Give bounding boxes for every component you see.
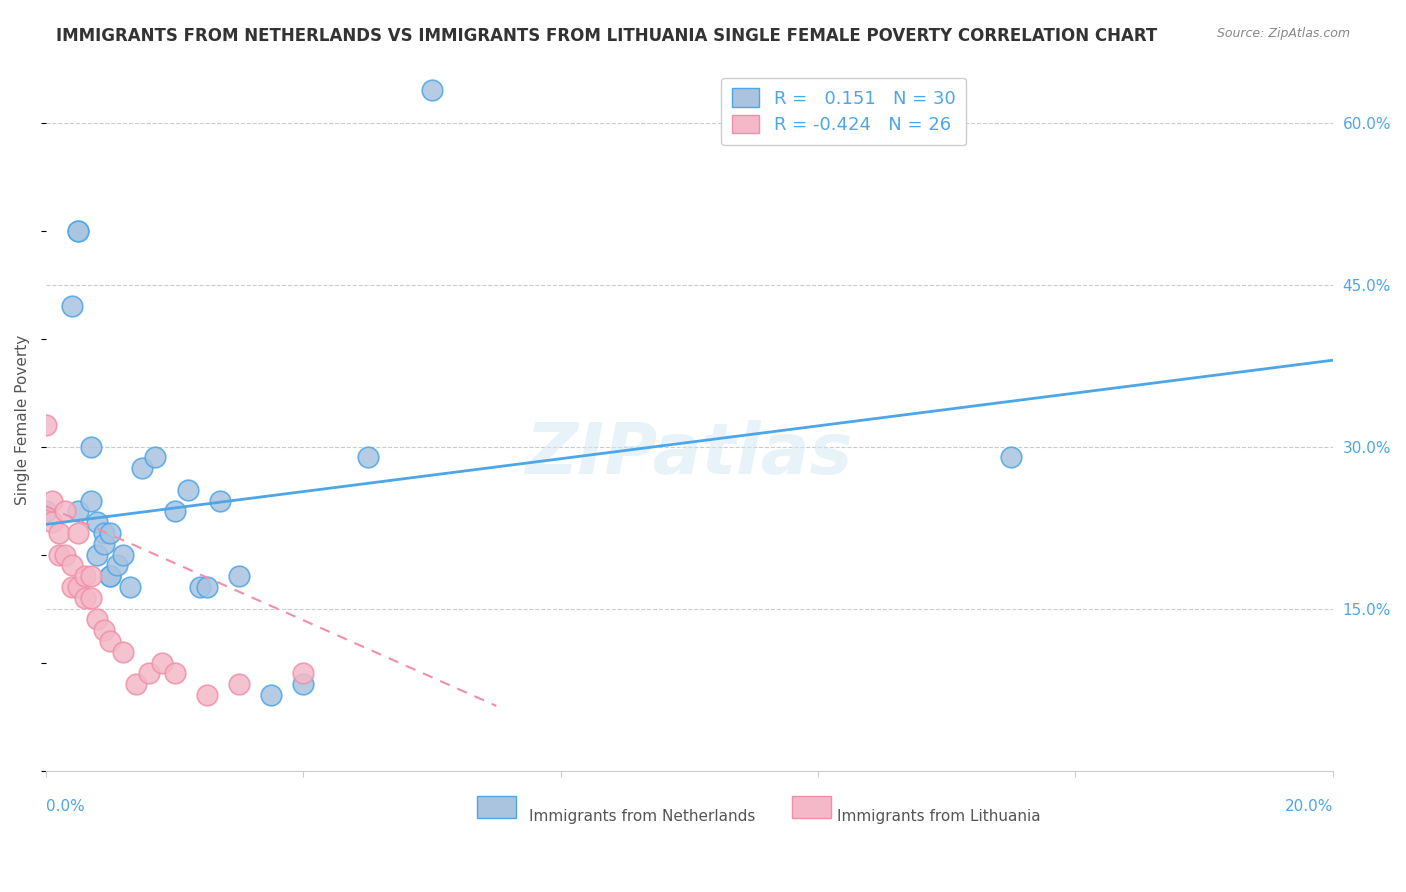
Point [73, 591, 96, 605]
Point [60, 580, 83, 594]
Point [35, 417, 58, 432]
Point [80, 493, 103, 508]
Text: Immigrants from Lithuania: Immigrants from Lithuania [838, 809, 1040, 824]
Point [125, 677, 148, 691]
Point [138, 666, 160, 681]
Text: 0.0%: 0.0% [46, 799, 84, 814]
Point [80, 591, 103, 605]
Point [292, 666, 315, 681]
Text: 20.0%: 20.0% [1285, 799, 1333, 814]
Point [105, 558, 128, 573]
Point [228, 569, 250, 583]
Point [48, 526, 70, 541]
Point [48, 548, 70, 562]
Point [420, 83, 443, 97]
Point [86, 612, 108, 626]
Point [112, 548, 135, 562]
FancyBboxPatch shape [793, 796, 831, 819]
Point [67, 580, 90, 594]
Point [195, 688, 218, 702]
Point [163, 666, 186, 681]
Point [1000, 450, 1022, 465]
Point [228, 677, 250, 691]
Point [93, 526, 115, 541]
FancyBboxPatch shape [477, 796, 516, 819]
Point [98, 569, 121, 583]
Point [60, 299, 83, 313]
Point [73, 569, 96, 583]
Y-axis label: Single Female Poverty: Single Female Poverty [15, 334, 30, 505]
Point [67, 223, 90, 237]
Text: ZIPatlas: ZIPatlas [526, 420, 853, 489]
Point [93, 624, 115, 638]
Point [86, 548, 108, 562]
Point [150, 656, 173, 670]
Point [190, 580, 212, 594]
Point [98, 526, 121, 541]
Point [67, 504, 90, 518]
Point [86, 515, 108, 529]
Point [163, 504, 186, 518]
Legend: R =   0.151   N = 30, R = -0.424   N = 26: R = 0.151 N = 30, R = -0.424 N = 26 [721, 78, 966, 145]
Point [93, 537, 115, 551]
Point [80, 569, 103, 583]
Point [208, 493, 231, 508]
Point [292, 677, 315, 691]
Point [53, 504, 76, 518]
Point [195, 580, 218, 594]
Point [53, 548, 76, 562]
Point [98, 569, 121, 583]
Text: Source: ZipAtlas.com: Source: ZipAtlas.com [1216, 27, 1350, 40]
Point [41, 515, 63, 529]
Point [35, 504, 58, 518]
Point [131, 461, 153, 475]
Point [143, 450, 166, 465]
Point [60, 558, 83, 573]
Point [260, 688, 283, 702]
Point [176, 483, 198, 497]
Point [112, 645, 135, 659]
Text: IMMIGRANTS FROM NETHERLANDS VS IMMIGRANTS FROM LITHUANIA SINGLE FEMALE POVERTY C: IMMIGRANTS FROM NETHERLANDS VS IMMIGRANT… [56, 27, 1157, 45]
Point [67, 223, 90, 237]
Text: Immigrants from Netherlands: Immigrants from Netherlands [529, 809, 755, 824]
Point [67, 526, 90, 541]
Point [41, 493, 63, 508]
Point [80, 440, 103, 454]
Point [357, 450, 380, 465]
Point [118, 580, 141, 594]
Point [98, 634, 121, 648]
